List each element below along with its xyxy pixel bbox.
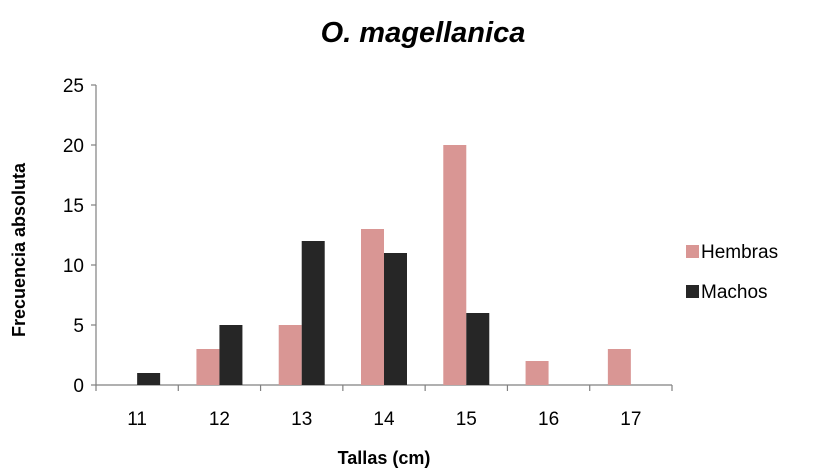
x-tick-label: 14	[373, 409, 395, 430]
y-tick-label: 5	[73, 316, 84, 337]
legend: Hembras Machos	[686, 242, 778, 303]
x-axis-label: Tallas (cm)	[338, 448, 431, 468]
legend-label-hembras: Hembras	[701, 242, 778, 263]
bars-group	[137, 145, 631, 385]
x-tick-label: 13	[291, 409, 312, 430]
bar-hembras-15	[443, 145, 467, 385]
y-tick-label: 0	[73, 376, 84, 397]
y-tick-label: 25	[63, 76, 84, 97]
x-tick-label: 15	[456, 409, 477, 430]
bar-machos-15	[466, 313, 490, 385]
y-tick-label: 20	[63, 136, 84, 157]
chart-title: O. magellanica	[321, 17, 526, 49]
bar-hembras-17	[607, 349, 631, 385]
bar-hembras-12	[196, 349, 220, 385]
legend-swatch-hembras	[686, 245, 699, 258]
bar-machos-13	[301, 241, 325, 385]
x-tick-label: 12	[209, 409, 230, 430]
x-tick-label: 11	[127, 409, 147, 430]
bar-hembras-14	[361, 229, 384, 385]
bar-hembras-13	[278, 325, 302, 385]
x-axis: 11 12 13 14 15 16 17	[95, 384, 673, 430]
y-tick-label: 10	[63, 256, 84, 277]
x-tick-label: 17	[620, 409, 641, 430]
bar-machos-14	[384, 253, 407, 385]
legend-label-machos: Machos	[701, 282, 768, 303]
y-axis: 0 5 10 15 20 25	[63, 76, 97, 397]
y-tick-label: 15	[63, 196, 84, 217]
bar-machos-12	[219, 325, 243, 385]
y-axis-label: Frecuencia absoluta	[9, 162, 29, 337]
bar-machos-11	[137, 373, 161, 385]
bar-hembras-16	[525, 361, 549, 385]
x-tick-label: 16	[538, 409, 559, 430]
legend-swatch-machos	[686, 285, 699, 298]
